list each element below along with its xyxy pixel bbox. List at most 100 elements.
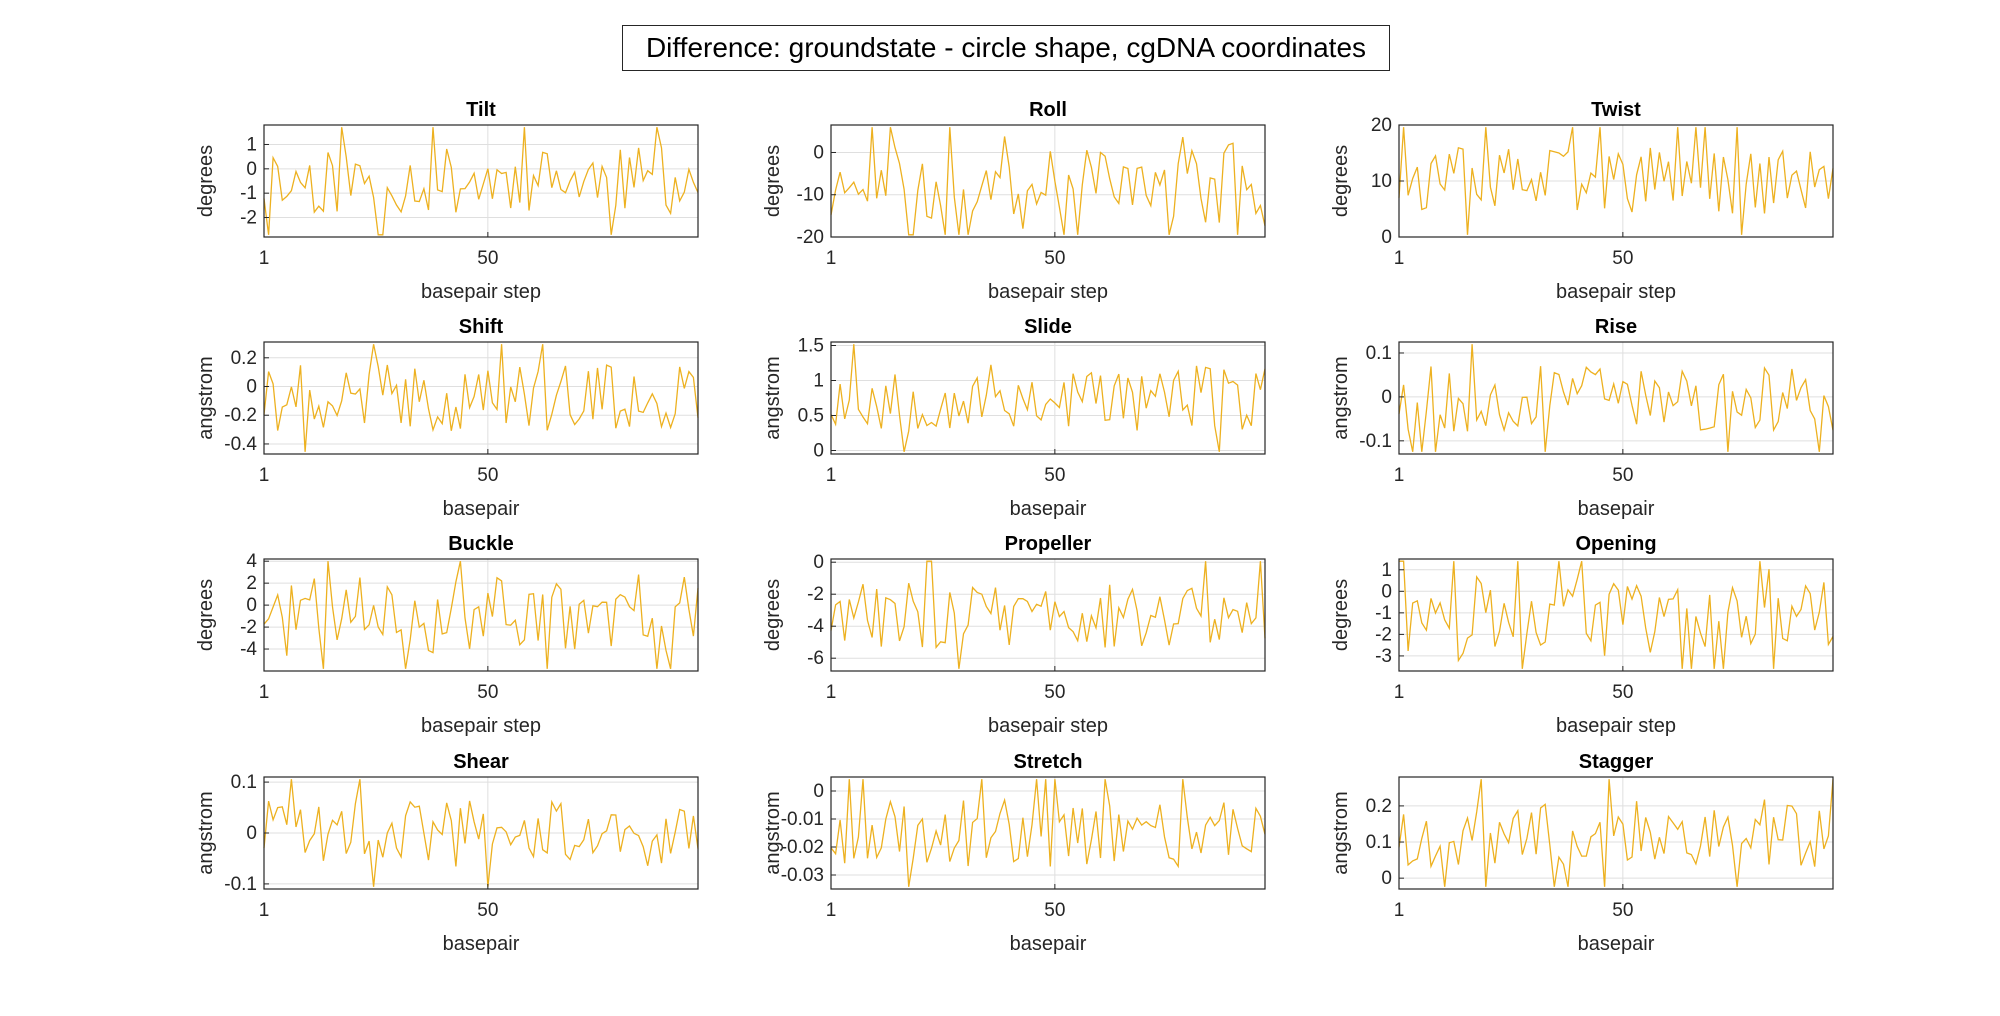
xtick-label: 1 bbox=[259, 465, 270, 486]
ytick-label: -3 bbox=[1375, 646, 1392, 667]
ytick-label: 0 bbox=[813, 781, 824, 802]
y-axis-label: angstrom bbox=[195, 791, 217, 874]
subplot-title: Shear bbox=[453, 751, 509, 773]
plot-area bbox=[264, 342, 698, 454]
axes-box bbox=[830, 341, 1266, 455]
axes-box bbox=[263, 341, 699, 455]
xtick-label: 1 bbox=[826, 900, 837, 921]
xtick-label: 1 bbox=[826, 465, 837, 486]
xtick-label: 50 bbox=[1044, 465, 1065, 486]
ytick-label: 20 bbox=[1371, 115, 1392, 136]
x-axis-label: basepair step bbox=[1556, 281, 1676, 303]
plot-area bbox=[831, 125, 1265, 237]
x-axis-label: basepair step bbox=[988, 715, 1108, 737]
y-axis-label: angstrom bbox=[1330, 791, 1352, 874]
ytick-label: 0 bbox=[246, 159, 257, 180]
subplot-stretch: -0.03 -0.02 -0.01 0 1 50 Stretch basepair angstr… bbox=[762, 751, 1266, 955]
ytick-label: -0.2 bbox=[224, 405, 257, 426]
ytick-label: 1 bbox=[1381, 560, 1392, 581]
ytick-label: -20 bbox=[797, 227, 824, 248]
ytick-label: -2 bbox=[807, 584, 824, 605]
ytick-label: -10 bbox=[797, 185, 824, 206]
ytick-label: 0.1 bbox=[1366, 343, 1392, 364]
xtick-label: 1 bbox=[259, 900, 270, 921]
series-line-twist bbox=[1398, 127, 1834, 235]
xtick-label: 1 bbox=[1394, 248, 1405, 269]
ytick-label: -2 bbox=[240, 617, 257, 638]
ytick-label: 0 bbox=[246, 377, 257, 398]
xtick-label: 1 bbox=[1394, 465, 1405, 486]
subplot-slide: 0 0.5 1 1.5 1 50 Slide basepair angstrom bbox=[762, 316, 1266, 520]
ytick-label: -4 bbox=[807, 616, 824, 637]
ytick-label: -1 bbox=[1375, 603, 1392, 624]
subplot-title: Shift bbox=[459, 316, 504, 338]
axes-box bbox=[830, 124, 1266, 238]
subplot-tilt: -2 -1 0 1 1 50 Tilt basepair step degrees bbox=[195, 99, 699, 303]
subplot-shift: -0.4 -0.2 0 0.2 1 50 Shift basepair angstrom bbox=[195, 316, 699, 520]
figure-title: Difference: groundstate - circle shape, … bbox=[622, 25, 1390, 71]
subplot-title: Stagger bbox=[1579, 751, 1654, 773]
y-axis-label: angstrom bbox=[762, 356, 784, 439]
xtick-label: 50 bbox=[1612, 465, 1633, 486]
ytick-label: 0.2 bbox=[231, 348, 257, 369]
xtick-label: 50 bbox=[1044, 900, 1065, 921]
x-axis-label: basepair step bbox=[988, 281, 1108, 303]
series-line-tilt bbox=[263, 127, 699, 236]
ytick-label: 0 bbox=[1381, 868, 1392, 889]
axes-box bbox=[1398, 776, 1834, 890]
subplot-shear: -0.1 0 0.1 1 50 Shear basepair angstrom bbox=[195, 751, 699, 955]
ytick-label: -1 bbox=[240, 183, 257, 204]
ytick-label: 0 bbox=[246, 823, 257, 844]
x-axis-label: basepair bbox=[1010, 933, 1087, 955]
ytick-label: 0.1 bbox=[1366, 832, 1392, 853]
x-axis-label: basepair bbox=[1010, 498, 1087, 520]
axes-box bbox=[263, 558, 699, 672]
xtick-label: 1 bbox=[1394, 900, 1405, 921]
ytick-label: -2 bbox=[240, 208, 257, 229]
y-axis-label: angstrom bbox=[1330, 356, 1352, 439]
plot-area bbox=[264, 559, 698, 671]
plot-area bbox=[1399, 777, 1833, 889]
axes-box bbox=[830, 558, 1266, 672]
ytick-label: -0.1 bbox=[1359, 431, 1392, 452]
xtick-label: 50 bbox=[1612, 900, 1633, 921]
xtick-label: 50 bbox=[477, 900, 498, 921]
subplot-twist: 0 10 20 1 50 Twist basepair step degrees bbox=[1330, 99, 1834, 303]
plot-area bbox=[264, 125, 698, 237]
axes-box bbox=[1398, 558, 1834, 672]
subplot-title: Twist bbox=[1591, 99, 1641, 121]
y-axis-label: degrees bbox=[1330, 145, 1352, 217]
ytick-label: -4 bbox=[240, 639, 257, 660]
subplot-propeller: -6 -4 -2 0 1 50 Propeller basepair step degrees bbox=[762, 533, 1266, 737]
ytick-label: -6 bbox=[807, 648, 824, 669]
ytick-label: -0.02 bbox=[781, 837, 824, 858]
xtick-label: 50 bbox=[1612, 682, 1633, 703]
series-line-stretch bbox=[830, 779, 1266, 887]
subplot-title: Tilt bbox=[466, 99, 496, 121]
subplot-stagger: 0 0.1 0.2 1 50 Stagger basepair angstrom bbox=[1330, 751, 1834, 955]
x-axis-label: basepair bbox=[1578, 933, 1655, 955]
plot-area bbox=[831, 342, 1265, 454]
xtick-label: 1 bbox=[1394, 682, 1405, 703]
x-axis-label: basepair bbox=[443, 498, 520, 520]
ytick-label: 0.1 bbox=[231, 772, 257, 793]
plot-area bbox=[1399, 342, 1833, 454]
y-axis-label: degrees bbox=[1330, 579, 1352, 651]
xtick-label: 1 bbox=[826, 248, 837, 269]
xtick-label: 50 bbox=[477, 682, 498, 703]
axes-box bbox=[1398, 341, 1834, 455]
series-line-roll bbox=[830, 127, 1266, 236]
axes-box bbox=[830, 776, 1266, 890]
ytick-label: -0.1 bbox=[224, 874, 257, 895]
ytick-label: 0 bbox=[246, 595, 257, 616]
x-axis-label: basepair bbox=[443, 933, 520, 955]
ytick-label: -2 bbox=[1375, 624, 1392, 645]
series-line-rise bbox=[1398, 344, 1834, 452]
series-line-slide bbox=[830, 344, 1266, 452]
subplot-rise: -0.1 0 0.1 1 50 Rise basepair angstrom bbox=[1330, 316, 1834, 520]
plot-area bbox=[1399, 559, 1833, 671]
ytick-label: 0 bbox=[1381, 387, 1392, 408]
